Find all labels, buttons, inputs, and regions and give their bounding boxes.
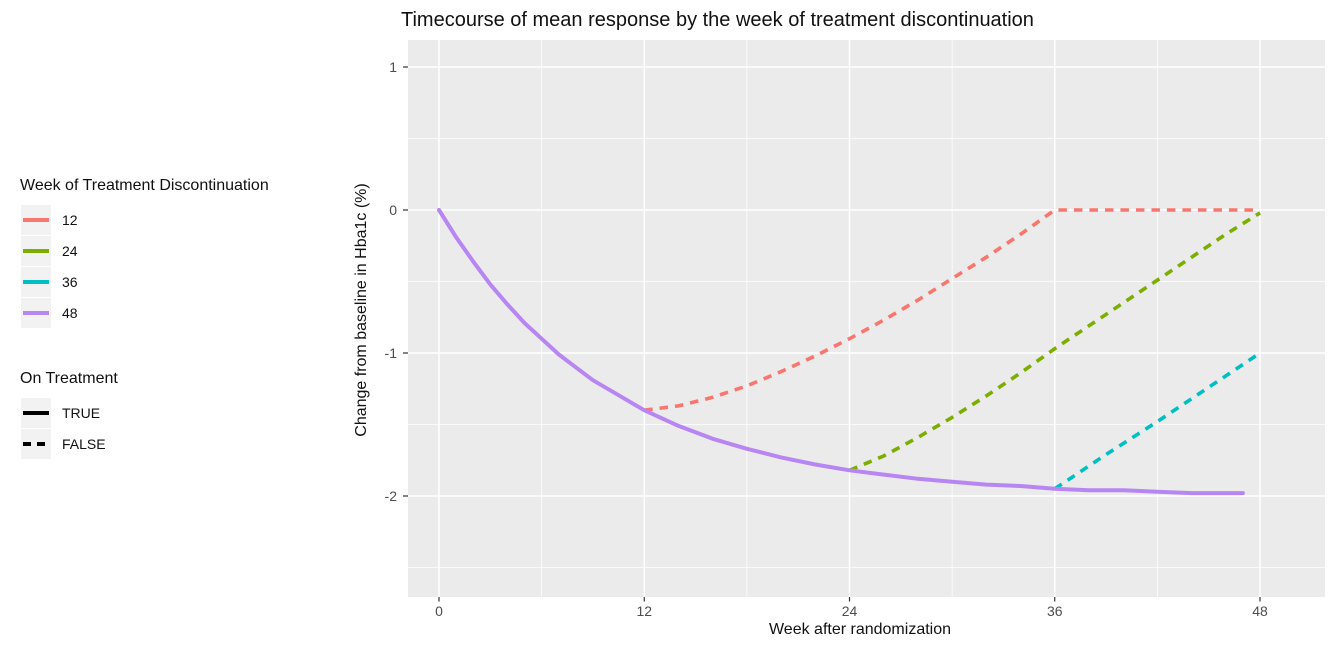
legend-key-36 [21, 267, 51, 297]
x-axis-title: Week after randomization [768, 621, 952, 638]
legend-key-12 [21, 205, 51, 235]
x-tick-label-36: 36 [1046, 603, 1063, 619]
legend-label-week-24: 24 [62, 243, 78, 259]
x-tick-label-0: 0 [435, 603, 443, 619]
legend-key-24 [21, 236, 51, 266]
legend-key-true [21, 398, 51, 428]
solid-line-swatch-icon [23, 280, 49, 284]
y-axis-title: Change from baseline in Hba1c (%) [353, 183, 370, 437]
solid-line-swatch-icon [23, 311, 49, 315]
legend-label-week-12: 12 [62, 212, 78, 228]
legend-key-48 [21, 298, 51, 328]
chart-title: Timecourse of mean response by the week … [401, 9, 1034, 31]
x-tick-label-12: 12 [636, 603, 653, 619]
legend-label-week-48: 48 [62, 305, 78, 321]
x-tick-label-24: 24 [841, 603, 858, 619]
legend-label-week-36: 36 [62, 274, 78, 290]
panel-background [408, 40, 1325, 597]
y-tick-label--1: -1 [384, 345, 397, 361]
series-line-week-48 [437, 208, 1245, 496]
solid-line-swatch-icon [23, 411, 49, 415]
y-tick-label--2: -2 [384, 488, 397, 504]
dashed-line-swatch-icon [23, 442, 49, 446]
series-line-week-36 [1053, 351, 1262, 491]
series-line-week-12 [643, 208, 1260, 412]
solid-line-swatch-icon [23, 249, 49, 253]
x-tick-label-48: 48 [1252, 603, 1268, 619]
legend-key-false [21, 429, 51, 459]
series-line-week-24 [848, 211, 1261, 472]
legend-label-on-treatment-true: TRUE [62, 405, 101, 421]
y-tick-label-0: 0 [389, 202, 397, 218]
legend-linetype-title: On Treatment [20, 370, 118, 387]
solid-line-swatch-icon [23, 218, 49, 222]
legend-color-title: Week of Treatment Discontinuation [20, 177, 269, 194]
legend-label-on-treatment-false: FALSE [62, 436, 106, 452]
y-tick-label-1: 1 [389, 59, 397, 75]
